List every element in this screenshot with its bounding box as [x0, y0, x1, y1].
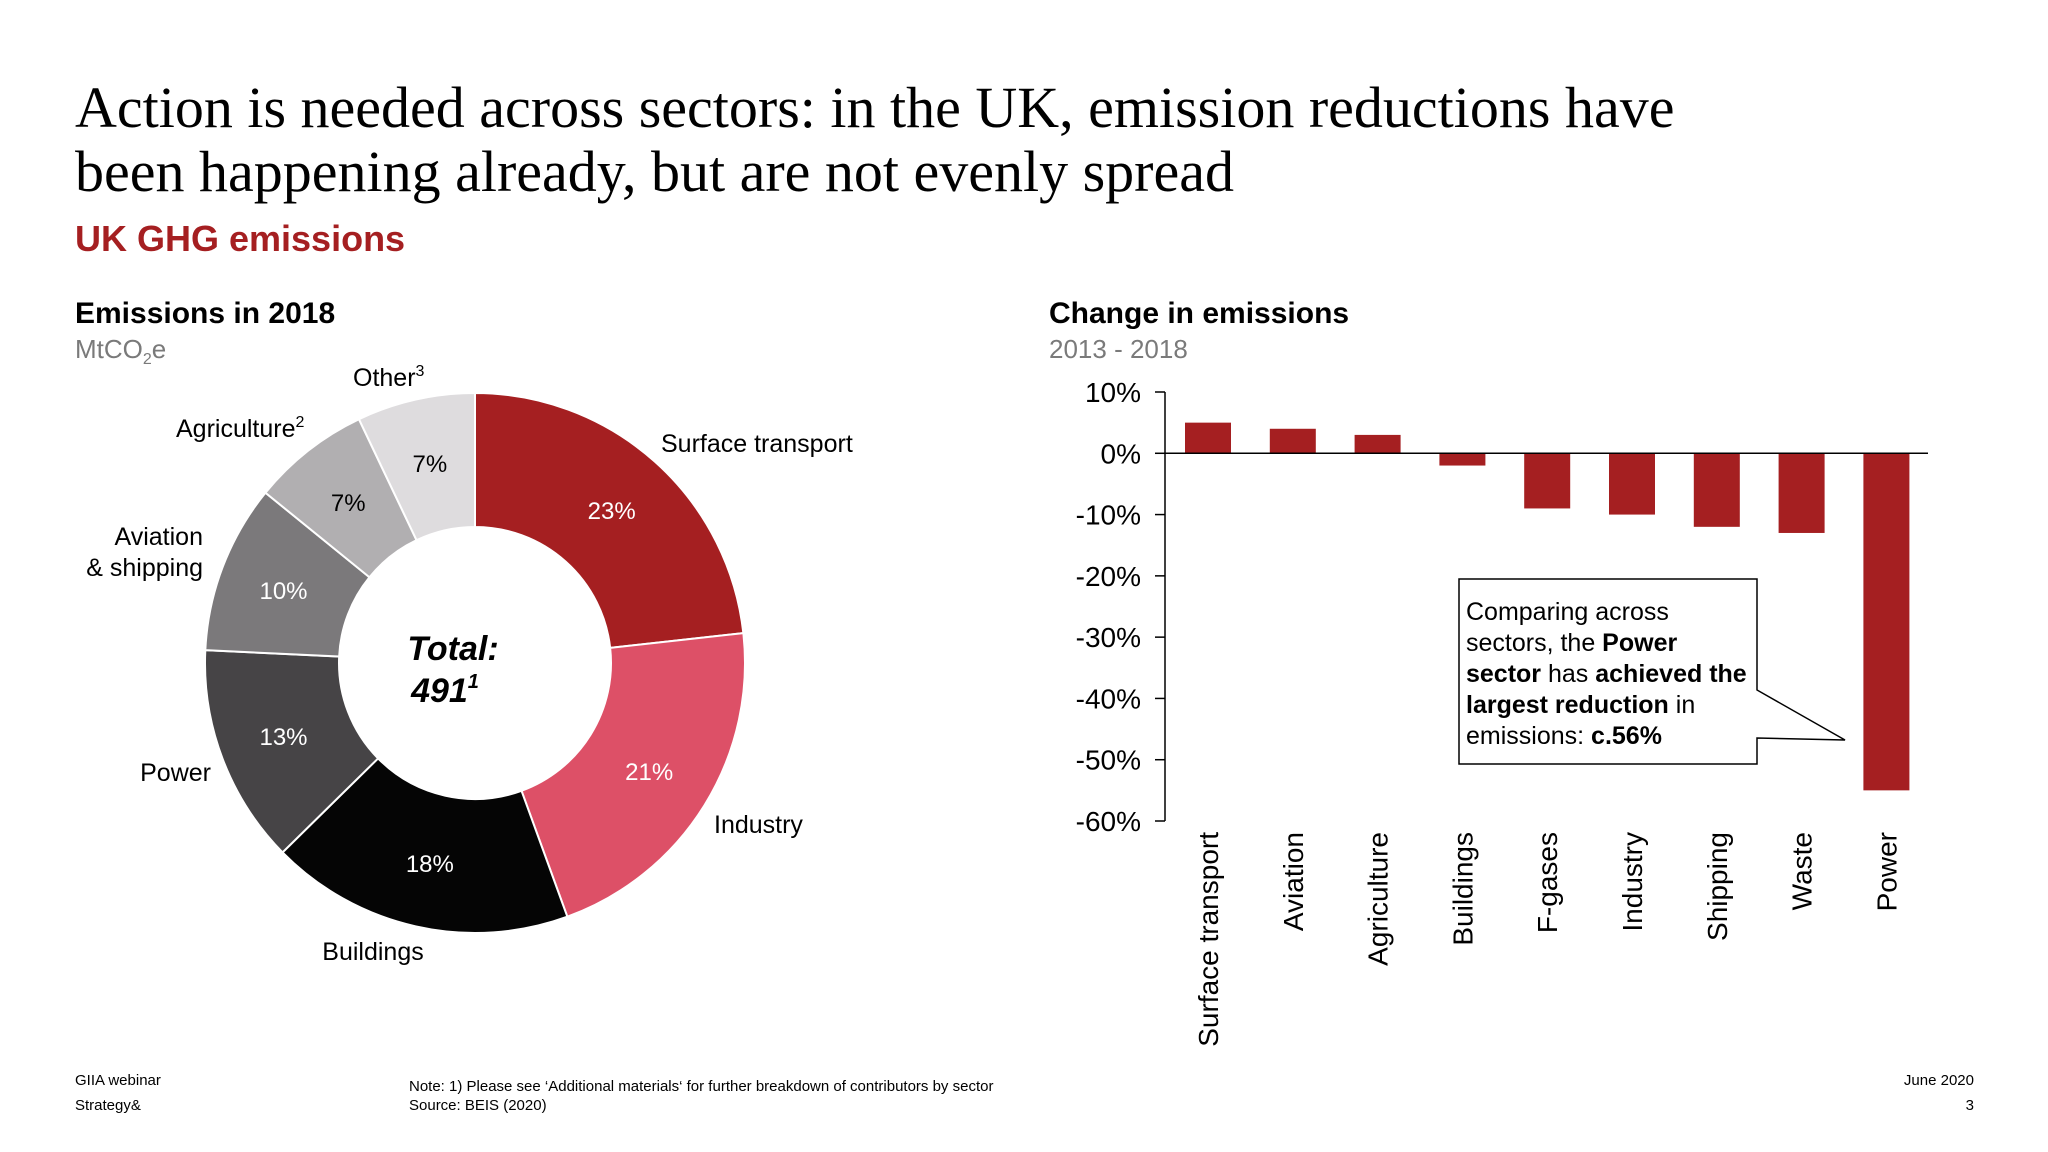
donut-unit: MtCO2e [75, 334, 166, 369]
x-tick-label: Shipping [1702, 832, 1733, 941]
callout-line-1: Comparing across [1466, 598, 1669, 626]
unit-subscript: 2 [142, 351, 152, 369]
unit-main: MtCO [75, 334, 143, 364]
footer-company: Strategy& [75, 1097, 141, 1114]
y-tick-label: -20% [1076, 561, 1141, 592]
donut-slice [357, 391, 476, 542]
bar [1185, 422, 1231, 454]
y-tick-label: -30% [1076, 622, 1141, 653]
x-tick-label: Power [1871, 832, 1902, 911]
bar [1778, 453, 1825, 533]
x-tick-label: Surface transport [1193, 832, 1224, 1047]
donut-chart: 23% Surface transport 21% Industry 18% Buildi… [86, 363, 853, 966]
bar [1693, 453, 1740, 527]
callout-line-5: emissions: c.56% [1466, 722, 1662, 750]
callout-shape [1458, 578, 1846, 765]
donut-slice [281, 756, 569, 934]
bar-chart-period: 2013 - 2018 [1049, 334, 1188, 364]
y-tick-label: -50% [1076, 745, 1141, 776]
slice-value-label: 7% [331, 490, 366, 517]
page-title: Action is needed across sectors: in the … [75, 76, 1975, 204]
y-tick-label: -60% [1076, 806, 1141, 837]
section-subtitle: UK GHG emissions [75, 218, 406, 259]
y-tick-label: 0% [1101, 438, 1141, 469]
donut-title: Emissions in 2018 [75, 297, 336, 330]
total-superscript: 1 [468, 671, 479, 693]
callout-line-4: largest reduction in [1466, 691, 1695, 719]
footer-source: Source: BEIS (2020) [409, 1097, 547, 1114]
footer-page-number: 3 [1965, 1097, 1974, 1114]
x-tick-label: Buildings [1447, 832, 1478, 946]
total-value: 4911 [410, 671, 479, 710]
slice-category-label: Agriculture2 [176, 414, 305, 443]
bar [1269, 428, 1316, 454]
slice-category-label: Power [140, 759, 211, 787]
bar-chart-title: Change in emissions [1049, 297, 1350, 330]
slice-value-label: 7% [412, 451, 447, 478]
slice-value-label: 21% [625, 759, 673, 786]
y-tick-label: -10% [1076, 500, 1141, 531]
y-tick-label: 10% [1085, 377, 1141, 408]
bar [1354, 434, 1401, 454]
donut-center-label: Total: 4911 [407, 630, 498, 710]
bar [1439, 453, 1486, 466]
slice-category-label: Industry [714, 811, 803, 839]
slice-value-label: 18% [406, 851, 454, 878]
callout-line-3: sector has achieved the [1466, 660, 1747, 688]
slice-category-label: Aviation & shipping [86, 523, 203, 582]
slice-category-label: Other3 [353, 363, 425, 392]
callout-box: Comparing across sectors, the Power sect… [1458, 578, 1846, 765]
bar [1863, 453, 1910, 791]
bar [1524, 453, 1571, 509]
donut-slice [520, 631, 746, 918]
footer-date: June 2020 [1903, 1072, 1974, 1089]
page-title-line-2: been happening already, but are not even… [75, 139, 1234, 204]
unit-end: e [151, 334, 167, 364]
x-tick-label: Agriculture [1363, 832, 1394, 966]
footer-note: Note: 1) Please see ‘Additional material… [409, 1078, 994, 1095]
donut-slice [204, 649, 380, 854]
bar-chart: 10% 0% -10% -20% -30% -40% -50% -60% Surface tra… [1076, 377, 1928, 1047]
x-tick-label: F-gases [1532, 832, 1563, 933]
x-tick-label: Waste [1787, 832, 1818, 910]
slice-category-label: Buildings [322, 938, 423, 966]
bar [1609, 453, 1655, 515]
total-label: Total: [407, 630, 498, 668]
donut-slice [474, 391, 745, 650]
x-tick-label: Aviation [1278, 832, 1309, 931]
footer-event: GIIA webinar [75, 1072, 161, 1089]
slice-value-label: 23% [588, 498, 636, 525]
x-tick-label: Industry [1617, 832, 1648, 932]
slice-value-label: 13% [259, 724, 307, 751]
page-title-line-1: Action is needed across sectors: in the … [75, 75, 1675, 140]
slice-category-label: Surface transport [661, 430, 853, 458]
callout-line-2: sectors, the Power [1466, 629, 1677, 657]
total-number: 491 [410, 672, 468, 710]
y-tick-label: -40% [1076, 683, 1141, 714]
slice-value-label: 10% [259, 578, 307, 605]
